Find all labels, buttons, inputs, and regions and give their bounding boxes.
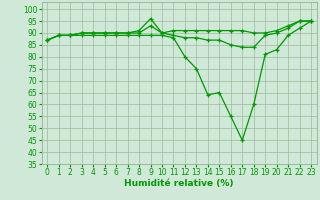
X-axis label: Humidité relative (%): Humidité relative (%) <box>124 179 234 188</box>
